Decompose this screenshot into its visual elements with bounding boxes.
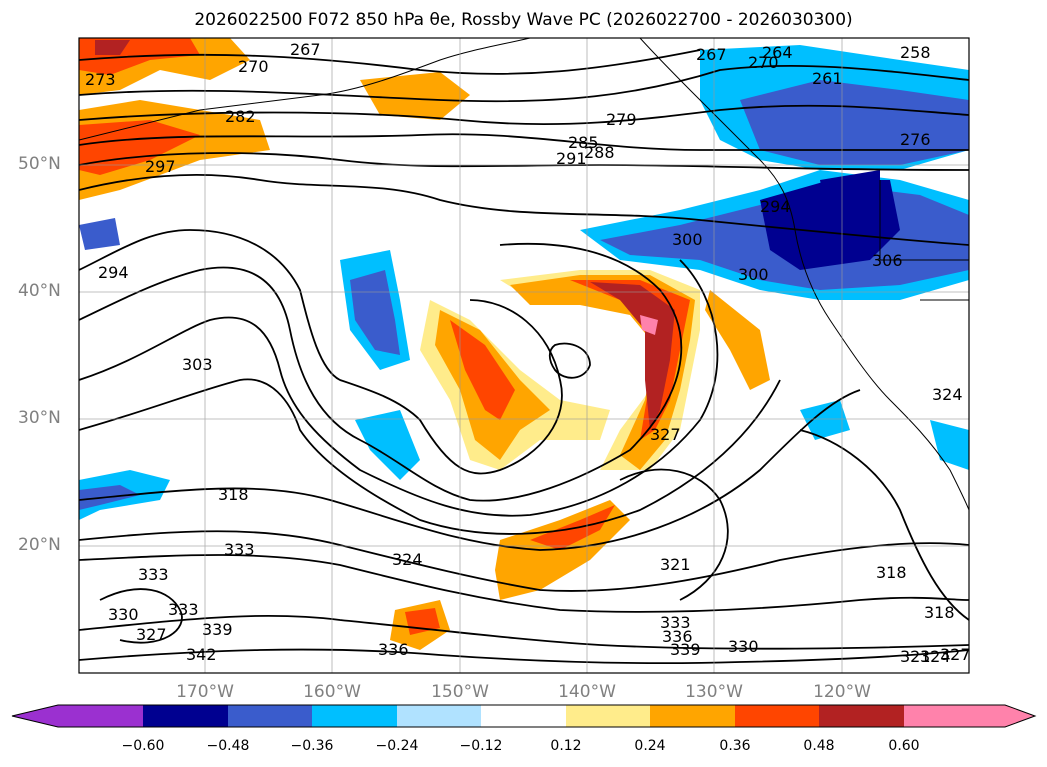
anomaly-shading bbox=[79, 38, 969, 650]
contour-label: 294 bbox=[760, 197, 791, 216]
colorbar-segment bbox=[143, 705, 228, 727]
colorbar-tick: 0.24 bbox=[634, 738, 666, 754]
colorbar-tick: −0.12 bbox=[459, 738, 503, 754]
contour-label: 267 bbox=[696, 45, 727, 64]
colorbar-segment bbox=[650, 705, 735, 727]
contour-label: 318 bbox=[876, 563, 907, 582]
colorbar-segment bbox=[312, 705, 397, 727]
contour-label: 336 bbox=[662, 627, 693, 646]
contour-label: 264 bbox=[762, 43, 793, 62]
contour-label: 261 bbox=[812, 69, 843, 88]
contour-label: 303 bbox=[182, 355, 213, 374]
lon-label-130w: 130°W bbox=[685, 682, 743, 702]
contour-label: 276 bbox=[900, 130, 931, 149]
map-frame bbox=[78, 37, 970, 674]
colorbar-tick: 0.36 bbox=[719, 738, 751, 754]
colorbar-segment bbox=[228, 705, 312, 727]
contour-label: 306 bbox=[872, 251, 903, 270]
contour-label: 333 bbox=[224, 540, 255, 559]
colorbar-segment bbox=[904, 705, 1005, 727]
contour-label: 339 bbox=[202, 620, 233, 639]
contour-label: 327 bbox=[650, 425, 681, 444]
map-canvas: 267 270 273 282 297 294 303 318 333 333 … bbox=[78, 37, 971, 674]
map-title: 2026022500 F072 850 hPa θe, Rossby Wave … bbox=[194, 10, 853, 30]
contour-label: 327 bbox=[940, 645, 971, 664]
contour-label: 267 bbox=[290, 40, 321, 59]
colorbar-segment bbox=[58, 705, 143, 727]
colorbar-extend-low bbox=[12, 705, 58, 727]
contour-label: 297 bbox=[145, 157, 176, 176]
colorbar-tick: 0.60 bbox=[888, 738, 920, 754]
contour-label: 291 bbox=[556, 149, 587, 168]
contour-label: 330 bbox=[108, 605, 139, 624]
contour-label: 327 bbox=[136, 625, 167, 644]
colorbar-segment bbox=[735, 705, 819, 727]
colorbar-extend-high bbox=[1005, 705, 1035, 727]
colorbar-segment bbox=[397, 705, 481, 727]
colorbar-segment bbox=[819, 705, 904, 727]
contour-label: 333 bbox=[168, 600, 199, 619]
colorbar-tick: 0.48 bbox=[803, 738, 835, 754]
lon-label-160w: 160°W bbox=[303, 682, 361, 702]
contour-label: 339 bbox=[670, 640, 701, 659]
colorbar-tick: −0.60 bbox=[121, 738, 165, 754]
colorbar-segment bbox=[481, 705, 566, 727]
contour-label: 285 bbox=[568, 133, 599, 152]
contour-label: 342 bbox=[186, 645, 217, 664]
gridlines bbox=[79, 38, 969, 673]
contour-label: 273 bbox=[85, 70, 116, 89]
coastline bbox=[79, 38, 969, 511]
lon-label-140w: 140°W bbox=[558, 682, 616, 702]
contour-label: 333 bbox=[660, 613, 691, 632]
lon-label-120w: 120°W bbox=[813, 682, 871, 702]
contour-label: 300 bbox=[738, 265, 769, 284]
contour-label: 300 bbox=[672, 230, 703, 249]
contour-label: 318 bbox=[218, 485, 249, 504]
colorbar-tick: −0.36 bbox=[290, 738, 334, 754]
contour-label: 333 bbox=[138, 565, 169, 584]
contour-label: 324 bbox=[932, 385, 963, 404]
contour-label: 324 bbox=[920, 647, 951, 666]
contour-label: 318 bbox=[924, 603, 955, 622]
contour-label: 279 bbox=[606, 110, 637, 129]
colorbar-tick: −0.24 bbox=[375, 738, 419, 754]
contour-label: 270 bbox=[748, 53, 779, 72]
lat-label-20n: 20°N bbox=[18, 535, 61, 555]
contour-label: 321 bbox=[900, 647, 931, 666]
lat-label-40n: 40°N bbox=[18, 281, 61, 301]
contour-label: 282 bbox=[225, 107, 256, 126]
contour-label: 336 bbox=[378, 640, 409, 659]
lon-label-170w: 170°W bbox=[176, 682, 234, 702]
contour-label: 270 bbox=[238, 57, 269, 76]
contour-labels: 267 270 273 282 297 294 303 318 333 333 … bbox=[85, 40, 971, 666]
contour-label: 258 bbox=[900, 43, 931, 62]
theta-e-contours bbox=[79, 49, 969, 665]
colorbar-tick: 0.12 bbox=[550, 738, 582, 754]
lat-label-30n: 30°N bbox=[18, 408, 61, 428]
lat-label-50n: 50°N bbox=[18, 154, 61, 174]
contour-label: 321 bbox=[660, 555, 691, 574]
colorbar-tick: −0.48 bbox=[206, 738, 250, 754]
contour-label: 324 bbox=[392, 550, 423, 569]
lon-label-150w: 150°W bbox=[431, 682, 489, 702]
contour-label: 294 bbox=[98, 263, 129, 282]
colorbar-segment bbox=[566, 705, 650, 727]
contour-label: 330 bbox=[728, 637, 759, 656]
colorbar bbox=[11, 704, 1037, 728]
contour-label: 288 bbox=[584, 143, 615, 162]
